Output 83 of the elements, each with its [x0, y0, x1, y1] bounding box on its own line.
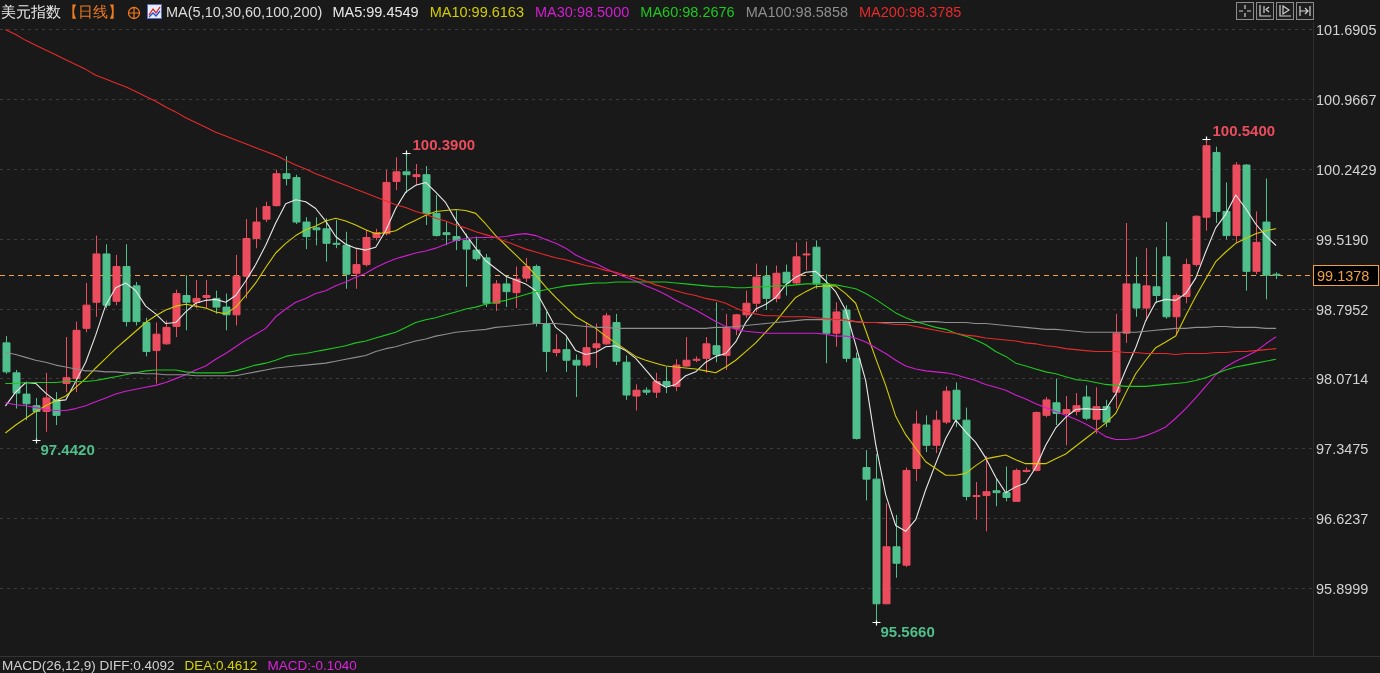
candlestick [622, 354, 631, 401]
annotation: 97.4420 [40, 441, 95, 458]
candlestick [822, 273, 831, 364]
y-tick-label: 98.0714 [1316, 370, 1369, 387]
text: MA5:99.4549 [332, 4, 419, 20]
candlestick [262, 201, 271, 223]
candlestick [552, 333, 561, 357]
text: MA60:98.2676 [640, 4, 735, 20]
candlestick [502, 276, 511, 308]
candlestick [542, 311, 551, 373]
candlestick [342, 231, 351, 290]
candlestick [962, 407, 971, 501]
candlestick [492, 279, 501, 312]
candlestick [702, 336, 711, 374]
annotation: 95.5660 [880, 623, 935, 640]
line-series [5, 281, 1277, 387]
candlestick [102, 243, 111, 309]
chart-subtitle: 【日线】 [63, 4, 123, 20]
y-tick-label: 96.6237 [1316, 510, 1369, 527]
candlestick [202, 279, 211, 309]
chart-title: 美元指数 [1, 4, 61, 20]
legend-title: MA(5,10,30,60,100,200) [166, 4, 323, 20]
ref-line-label: 99.1378 [1317, 267, 1370, 284]
candlestick [412, 163, 421, 186]
y-tick-label: 100.2429 [1316, 161, 1377, 178]
candlestick [812, 239, 821, 290]
candlestick [882, 502, 891, 605]
y-tick-label: 101.6905 [1316, 21, 1377, 38]
text: MA200:98.3785 [859, 4, 962, 20]
candlestick [892, 514, 901, 579]
line-series [5, 208, 1277, 476]
candlestick [532, 264, 541, 327]
line-series [5, 233, 1277, 441]
candlestick [902, 467, 911, 568]
line-series [5, 181, 1277, 532]
candlestick [1132, 256, 1141, 318]
candlestick [952, 381, 961, 428]
candlestick [192, 279, 201, 309]
candlestick [112, 254, 121, 306]
candlestick [722, 313, 731, 371]
candlestick [652, 372, 661, 399]
text: MA30:98.5000 [534, 4, 630, 20]
y-tick-label: 97.3475 [1316, 440, 1369, 457]
candlestick [392, 156, 401, 191]
candlestick [422, 165, 431, 226]
candlestick [712, 301, 721, 363]
candlestick [662, 366, 671, 394]
candlestick [642, 386, 651, 396]
candlestick [792, 241, 801, 286]
line-series [5, 29, 1277, 356]
y-tick-label: 100.9667 [1316, 91, 1377, 108]
text: MA10:99.6163 [429, 4, 524, 20]
annotation: 100.3900 [412, 136, 476, 153]
text: DEA:0.4612 [184, 657, 258, 673]
text: MA100:98.5858 [745, 4, 849, 20]
candlestick [92, 235, 101, 318]
candlestick [1242, 163, 1251, 292]
candlestick [1142, 247, 1151, 322]
y-tick-label: 95.8999 [1316, 580, 1369, 597]
text: MACD(26,12,9) DIFF:0.4092 [2, 657, 175, 673]
candlestick [382, 169, 391, 237]
candlestick [1232, 161, 1241, 243]
candlestick [82, 282, 91, 333]
line-series [5, 319, 1277, 377]
text: MACD:-0.1040 [267, 657, 357, 673]
candlestick [632, 383, 641, 412]
y-tick-label: 99.5190 [1316, 231, 1369, 248]
candlestick [922, 414, 931, 453]
candlestick [1092, 386, 1101, 435]
y-tick-label: 98.7952 [1316, 301, 1369, 318]
candlestick [272, 169, 281, 208]
candlestick [1252, 210, 1261, 275]
candlestick [182, 274, 191, 331]
candlestick [832, 301, 841, 348]
candlestick [172, 289, 181, 338]
candlestick [1082, 384, 1091, 421]
candlestick [1172, 293, 1181, 336]
annotation: 100.5400 [1212, 122, 1276, 139]
candlestick [912, 410, 921, 482]
candlestick [782, 264, 791, 297]
candlestick [762, 265, 771, 311]
candlestick [802, 240, 811, 271]
candlestick [142, 317, 151, 357]
